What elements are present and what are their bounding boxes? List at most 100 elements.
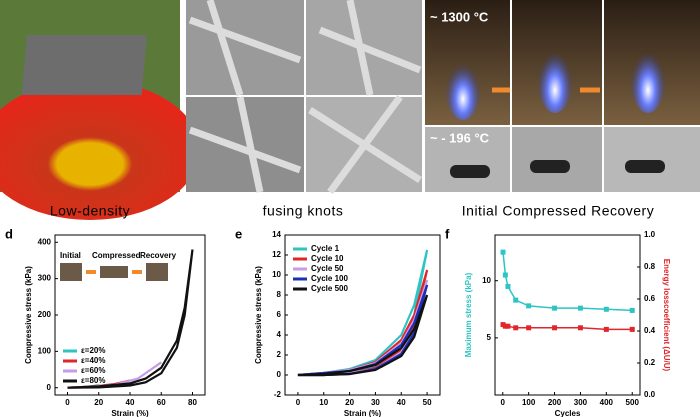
y-tick-label: 0	[47, 383, 52, 392]
x-axis-label: Cycles	[555, 409, 581, 417]
x-tick-label: 50	[423, 398, 432, 407]
series-line	[502, 323, 633, 331]
marker	[603, 326, 609, 332]
caption: Initial Compressed Recovery	[462, 203, 654, 219]
y-tick-label: 100	[38, 346, 52, 355]
y-tick-label: 2	[277, 350, 282, 359]
marker	[502, 323, 508, 329]
x-tick-label: 20	[345, 398, 354, 407]
y2-tick-label: 0.8	[644, 262, 656, 271]
y-tick-label: 10	[272, 270, 281, 279]
x-tick-label: 40	[397, 398, 406, 407]
marker	[629, 326, 635, 332]
y-tick-label: 200	[38, 310, 52, 319]
sem-images	[186, 0, 422, 195]
sample	[530, 160, 570, 173]
series-line	[67, 249, 194, 389]
y-tick-label: 400	[38, 237, 52, 246]
caption: Low-density	[50, 203, 130, 219]
y-axis-label: Compressive stress (kPa)	[24, 266, 33, 364]
inset: Initial Compressed Recovery	[60, 251, 177, 281]
x-tick-label: 60	[157, 398, 166, 407]
x-tick-label: 0	[65, 398, 70, 407]
y-tick-label: -2	[274, 390, 282, 399]
cryo-photo	[512, 127, 602, 192]
y-tick-label: 4	[277, 330, 282, 339]
y-tick-label: 14	[272, 230, 281, 239]
legend-label: ε=40%	[81, 356, 105, 365]
flower	[0, 80, 200, 220]
flame	[630, 37, 666, 113]
y2-tick-label: 0.2	[644, 358, 656, 367]
inset-sample	[100, 266, 128, 278]
plot-frame	[494, 234, 641, 396]
panel-label: f	[445, 226, 450, 241]
x-axis-label: Strain (%)	[344, 409, 382, 417]
x-tick-label: 400	[600, 398, 614, 407]
x-tick-label: 80	[188, 398, 197, 407]
y-tick-label: 12	[272, 250, 281, 259]
series-line	[297, 294, 429, 377]
marker	[603, 306, 609, 312]
marker	[629, 307, 635, 313]
marker	[577, 325, 583, 331]
y-tick-label: 10	[482, 276, 491, 285]
caption: fusing knots	[263, 203, 344, 219]
marker	[500, 249, 506, 255]
flame	[445, 50, 481, 120]
annotation: Initial	[60, 251, 81, 260]
aerogel-block	[21, 35, 147, 95]
marker	[513, 325, 519, 331]
marker	[552, 325, 558, 331]
x-tick-label: 300	[574, 398, 588, 407]
x-tick-label: 0	[501, 398, 506, 407]
y-tick-label: 300	[38, 274, 52, 283]
y2-tick-label: 0.6	[644, 294, 656, 303]
panel-label: d	[5, 226, 13, 241]
y-tick-label: 6	[277, 310, 282, 319]
legend-label: Cycle 100	[311, 274, 348, 283]
legend-label: Cycle 50	[311, 264, 344, 273]
x-tick-label: 0	[296, 398, 301, 407]
x-axis-label: Strain (%)	[111, 409, 149, 417]
sample	[450, 165, 490, 178]
marker	[513, 297, 519, 303]
fibers	[188, 0, 422, 195]
annotation: Compressed	[92, 251, 141, 260]
x-tick-label: 20	[94, 398, 103, 407]
legend-label: Cycle 1	[311, 244, 340, 253]
cryo-photo	[425, 127, 510, 192]
y-tick-label: 5	[487, 333, 492, 342]
legend-label: ε=20%	[81, 346, 105, 355]
legend-label: ε=80%	[81, 376, 105, 385]
y2-tick-label: 0.4	[644, 326, 656, 335]
marker	[526, 325, 532, 331]
legend-label: ε=60%	[81, 366, 105, 375]
inset-sample	[60, 263, 82, 281]
x-tick-label: 200	[548, 398, 562, 407]
sem-tile	[186, 0, 304, 95]
series-line	[502, 252, 633, 312]
x-tick-label: 100	[522, 398, 536, 407]
x-tick-label: 10	[319, 398, 328, 407]
y2-axis-label: Energy losscoefficient (ΔU/U)	[662, 259, 671, 372]
panel-label: e	[235, 226, 242, 241]
marker	[552, 305, 558, 311]
legend-label: Cycle 10	[311, 254, 344, 263]
legend-label: Cycle 500	[311, 284, 348, 293]
y-tick-label: 8	[277, 290, 282, 299]
y2-tick-label: 0.0	[644, 390, 656, 399]
marker	[505, 283, 511, 289]
y-axis-label: Maximum stress (kPa)	[464, 272, 473, 357]
inset-sample	[146, 263, 168, 281]
y-axis-label: Compressive stress (kPa)	[254, 266, 263, 364]
marker	[505, 323, 511, 329]
cryo-photo	[604, 127, 700, 192]
marker	[502, 272, 508, 278]
x-tick-label: 40	[126, 398, 135, 407]
flame	[537, 37, 573, 113]
x-tick-label: 500	[626, 398, 640, 407]
x-tick-label: 30	[371, 398, 380, 407]
